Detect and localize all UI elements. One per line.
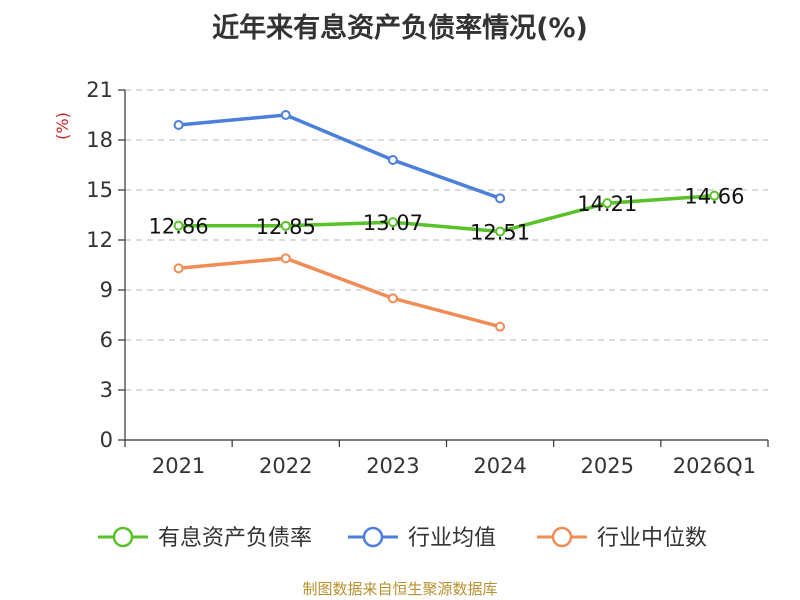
data-point: [280, 220, 291, 231]
y-tick-label: 21: [86, 78, 113, 102]
data-point: [280, 253, 291, 264]
x-tick-label: 2024: [473, 454, 526, 478]
axes: [118, 89, 769, 447]
data-point: [387, 155, 398, 165]
y-tick-labels: 0 3 6 9 12 15 18 21: [86, 78, 113, 452]
y-tick-label: 3: [100, 378, 113, 402]
legend-marker: [362, 526, 384, 548]
y-axis-label: (%): [53, 112, 72, 140]
x-tick-label: 2021: [152, 454, 205, 478]
x-tick-label: 2025: [581, 454, 634, 478]
series-lines: [173, 110, 720, 332]
data-label: 13.07: [363, 211, 423, 235]
data-point: [387, 293, 398, 304]
y-tick-label: 15: [86, 178, 113, 202]
legend-entry: 行业均值: [408, 526, 496, 551]
data-labels: 12.86 12.85 13.07 12.51 14.21 14.66: [149, 185, 745, 245]
chart-title: 近年来有息资产负债率情况(%): [212, 13, 588, 44]
data-point: [495, 321, 506, 332]
data-label: 12.51: [470, 221, 530, 245]
data-label: 14.66: [684, 185, 744, 209]
data-point: [280, 110, 291, 120]
x-tick-labels: 2021 2022 2023 2024 2025 2026Q1: [152, 454, 756, 478]
data-label: 12.86: [149, 215, 209, 239]
data-point: [387, 217, 398, 228]
grid-lines: [125, 89, 768, 391]
legend: 有息资产负债率 行业均值 行业中位数: [98, 526, 707, 551]
series-line-2: [178, 256, 501, 329]
y-tick-label: 9: [100, 278, 113, 302]
data-point: [173, 220, 184, 231]
legend-marker: [112, 526, 134, 548]
series-line-0: [178, 193, 715, 234]
y-tick-label: 6: [100, 328, 113, 352]
legend-entry: 有息资产负债率: [158, 526, 312, 551]
data-point: [495, 193, 506, 204]
data-point: [709, 190, 720, 201]
source-note: 制图数据来自恒生聚源数据库: [302, 580, 498, 598]
x-tick-label: 2022: [259, 454, 312, 478]
data-point: [173, 120, 184, 130]
series-line-1: [178, 113, 501, 200]
data-point: [495, 226, 506, 237]
data-point: [173, 263, 184, 274]
x-tick-label: 2023: [366, 454, 419, 478]
data-label: 14.21: [577, 192, 637, 216]
data-label: 12.85: [256, 215, 316, 239]
y-tick-label: 18: [86, 128, 113, 152]
legend-marker: [551, 526, 573, 548]
x-tick-label: 2026Q1: [673, 454, 756, 478]
y-tick-label: 0: [100, 428, 113, 452]
y-tick-label: 12: [86, 228, 113, 252]
legend-entry: 行业中位数: [597, 526, 707, 551]
data-point: [602, 198, 613, 209]
